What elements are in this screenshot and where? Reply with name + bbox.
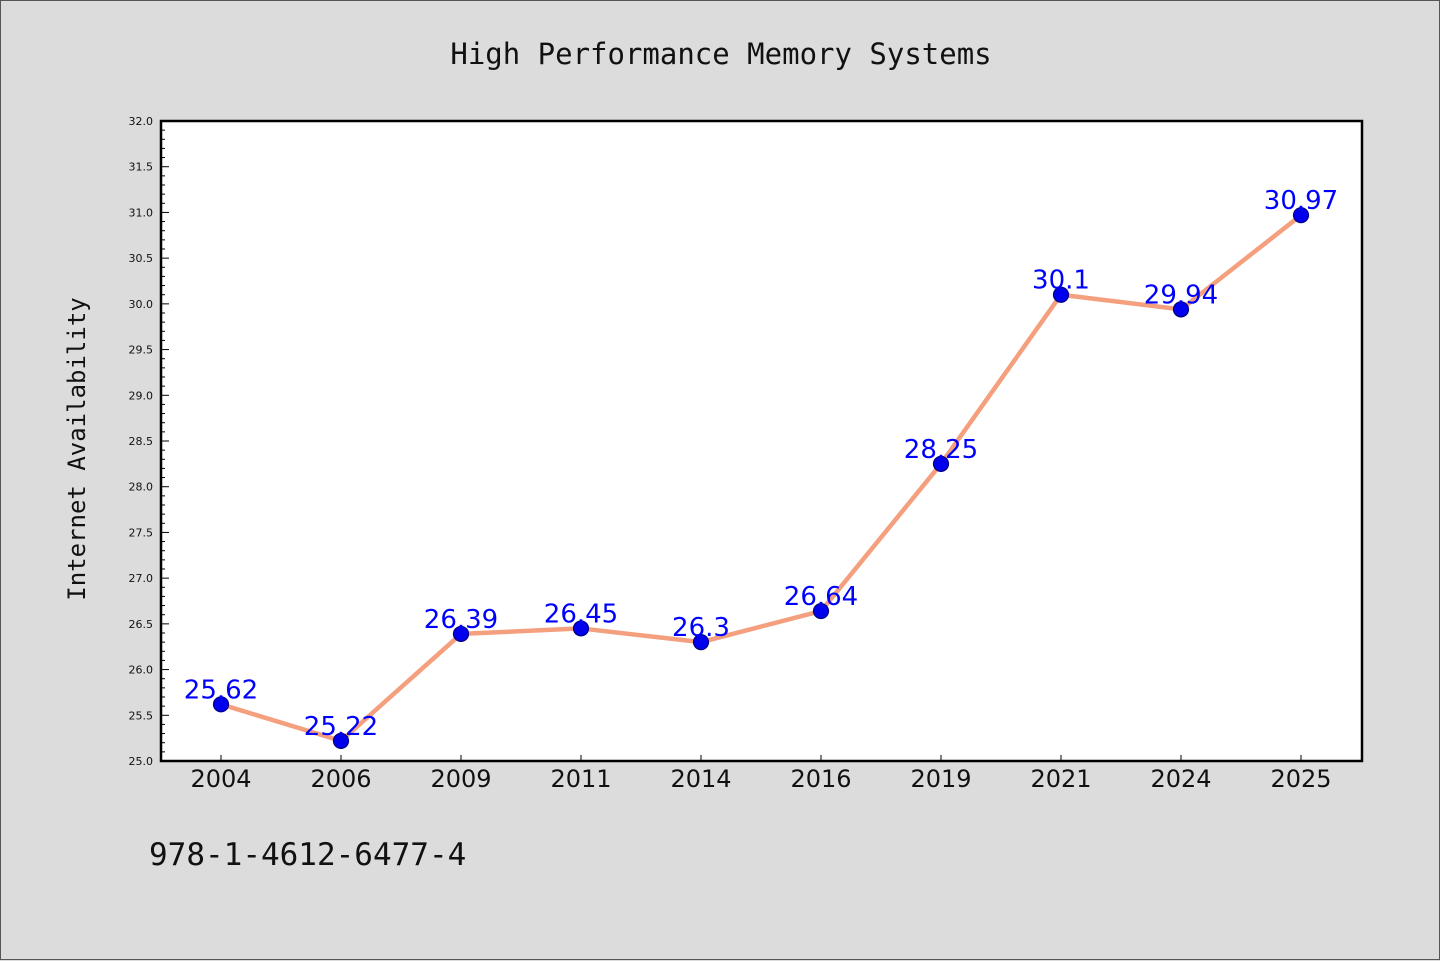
x-tick-label: 2025 <box>1270 765 1331 793</box>
x-axis-ticks: 2004 2006 2009 2011 2014 2016 2019 2021 2024 2025 <box>190 755 1332 793</box>
y-tick-label: 27.0 <box>129 572 154 585</box>
y-axis-label: Internet Availability <box>63 297 91 600</box>
y-tick-label: 26.5 <box>129 618 154 631</box>
data-point <box>452 625 470 643</box>
x-tick-label: 2024 <box>1150 765 1211 793</box>
y-tick-label: 28.0 <box>129 481 154 494</box>
y-tick-label: 30.5 <box>129 252 154 265</box>
x-tick-label: 2006 <box>310 765 371 793</box>
y-tick-label: 31.0 <box>129 206 154 219</box>
y-tick-label: 31.5 <box>129 161 154 174</box>
data-point <box>932 455 950 472</box>
series-line <box>218 212 1304 744</box>
x-tick-label: 2011 <box>550 765 611 793</box>
data-label: 26.45 <box>544 599 618 629</box>
y-tick-label: 25.0 <box>129 755 154 768</box>
y-tick-label: 32.0 <box>129 115 154 128</box>
y-tick-label: 28.5 <box>129 435 154 448</box>
data-point <box>812 602 830 620</box>
data-label: 28.25 <box>904 435 978 465</box>
x-tick-label: 2016 <box>790 765 851 793</box>
plot-border <box>159 119 1364 763</box>
data-point <box>1052 286 1070 303</box>
data-label: 26.39 <box>424 605 498 635</box>
x-tick-label: 2019 <box>910 765 971 793</box>
data-label: 29.94 <box>1144 280 1218 310</box>
x-tick-label: 2009 <box>430 765 491 793</box>
y-tick-label: 30.0 <box>129 298 154 311</box>
data-label: 30.97 <box>1264 186 1338 216</box>
y-tick-label: 25.5 <box>129 709 154 722</box>
data-label: 25.62 <box>184 675 258 705</box>
data-point <box>212 696 230 713</box>
data-label: 30.1 <box>1032 266 1090 296</box>
y-axis-ticks: 25.0 25.5 26.0 26.5 27.0 27.5 28.0 28.5 29.0 29.5… <box>129 115 169 768</box>
data-point <box>572 620 590 637</box>
data-label: 26.3 <box>672 613 730 643</box>
series-layer <box>212 207 1310 749</box>
data-point <box>692 634 710 651</box>
isbn-annotation: 978-1-4612-6477-4 <box>149 837 466 873</box>
y-tick-label: 29.0 <box>129 389 154 402</box>
chart-title: High Performance Memory Systems <box>450 37 991 71</box>
plot-area <box>161 121 1362 761</box>
data-point <box>1172 301 1190 318</box>
x-tick-label: 2021 <box>1030 765 1091 793</box>
data-label: 26.64 <box>784 582 858 612</box>
x-tick-label: 2014 <box>670 765 731 793</box>
data-point <box>1292 207 1310 224</box>
y-tick-label: 29.5 <box>129 344 154 357</box>
y-tick-label: 26.0 <box>129 664 154 677</box>
x-tick-label: 2004 <box>190 765 251 793</box>
data-label: 25.22 <box>304 712 378 742</box>
data-point <box>332 732 350 749</box>
data-labels: 25.62 25.22 26.39 26.45 26.3 26.64 28.25 30.1 29… <box>184 186 1338 742</box>
y-tick-label: 27.5 <box>129 526 154 539</box>
